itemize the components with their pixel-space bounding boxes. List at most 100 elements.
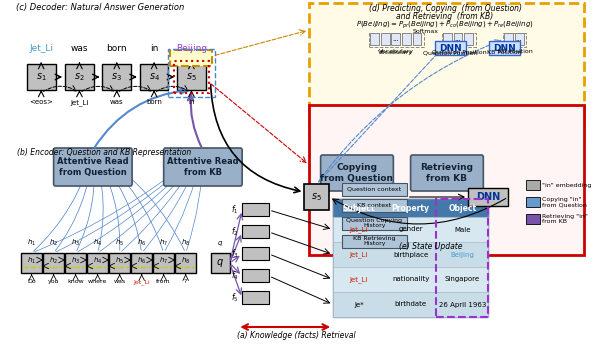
Text: $q$: $q$	[217, 239, 223, 248]
Text: DNN: DNN	[476, 192, 500, 202]
Text: birthplace: birthplace	[393, 252, 428, 257]
Text: where: where	[88, 279, 107, 284]
FancyBboxPatch shape	[489, 41, 520, 55]
Text: Copying
from Question: Copying from Question	[320, 163, 394, 183]
Text: Attentive Read
from KB: Attentive Read from KB	[167, 157, 239, 177]
FancyBboxPatch shape	[140, 64, 169, 90]
Text: was: was	[110, 99, 124, 105]
FancyBboxPatch shape	[211, 253, 230, 273]
Text: Retrieving
from KB: Retrieving from KB	[421, 163, 473, 183]
Text: KB context: KB context	[357, 203, 391, 207]
FancyBboxPatch shape	[242, 225, 269, 238]
Text: know: know	[67, 279, 84, 284]
Text: was: was	[71, 44, 88, 53]
Text: $h_2$: $h_2$	[49, 238, 58, 248]
Text: from: from	[157, 279, 171, 284]
Text: Jet_Li: Jet_Li	[350, 226, 368, 233]
Text: Jet_Li: Jet_Li	[29, 44, 53, 53]
Text: Softmax: Softmax	[413, 29, 439, 34]
FancyBboxPatch shape	[370, 33, 379, 45]
FancyBboxPatch shape	[341, 235, 407, 247]
Text: born: born	[106, 44, 127, 53]
FancyBboxPatch shape	[65, 64, 94, 90]
FancyBboxPatch shape	[526, 214, 540, 224]
FancyBboxPatch shape	[436, 41, 466, 55]
Text: Beijing: Beijing	[176, 44, 207, 53]
Text: $h_1$: $h_1$	[27, 238, 36, 248]
Text: Subject: Subject	[343, 204, 375, 213]
FancyBboxPatch shape	[131, 253, 152, 273]
FancyBboxPatch shape	[333, 199, 488, 317]
Text: Jet_Li: Jet_Li	[133, 279, 150, 285]
Text: gender: gender	[398, 227, 423, 233]
FancyBboxPatch shape	[341, 183, 407, 196]
Text: was: was	[113, 279, 126, 284]
Text: (a) Knowledge (facts) Retrieval: (a) Knowledge (facts) Retrieval	[238, 331, 356, 340]
FancyBboxPatch shape	[341, 198, 407, 211]
FancyBboxPatch shape	[177, 64, 206, 90]
Text: Property: Property	[392, 204, 430, 213]
Text: $h_4$: $h_4$	[93, 238, 102, 248]
Text: ...: ...	[515, 36, 522, 42]
Text: Question context: Question context	[347, 187, 401, 191]
Text: born: born	[146, 99, 162, 105]
Text: birthdate: birthdate	[395, 302, 427, 307]
FancyBboxPatch shape	[333, 199, 488, 217]
Text: Do: Do	[27, 279, 36, 284]
FancyBboxPatch shape	[391, 33, 400, 45]
Text: ...: ...	[392, 36, 398, 42]
FancyBboxPatch shape	[304, 184, 329, 210]
Text: Vocabulary: Vocabulary	[379, 49, 414, 54]
Text: you: you	[48, 279, 59, 284]
FancyBboxPatch shape	[402, 33, 410, 45]
Text: $q$: $q$	[216, 257, 224, 269]
Text: $s_5$: $s_5$	[311, 191, 322, 203]
Text: (c) Decoder: Natural Answer Generation: (c) Decoder: Natural Answer Generation	[16, 3, 185, 12]
Text: (e) State Update: (e) State Update	[399, 242, 463, 251]
FancyBboxPatch shape	[153, 253, 174, 273]
FancyBboxPatch shape	[454, 33, 462, 45]
Text: Vocabulary: Vocabulary	[378, 50, 413, 55]
Text: KB Position: KB Position	[487, 50, 522, 55]
Text: $f_4$: $f_4$	[230, 270, 238, 282]
Text: Object: Object	[448, 204, 476, 213]
FancyBboxPatch shape	[27, 64, 56, 90]
Text: $s_1$: $s_1$	[36, 71, 47, 83]
Text: KB Retrieving
History: KB Retrieving History	[353, 236, 395, 246]
Text: $s_4$: $s_4$	[149, 71, 160, 83]
Text: $h_6$: $h_6$	[137, 256, 146, 266]
Text: (d) Predicting, Copying  (from Question): (d) Predicting, Copying (from Question)	[368, 4, 521, 13]
Text: $h_8$: $h_8$	[181, 238, 190, 248]
FancyBboxPatch shape	[242, 203, 269, 216]
Text: $P(Beijing)=P_{pr}(Beijing)+P_{co}(Beijing)+P_{re}(Beijing)$: $P(Beijing)=P_{pr}(Beijing)+P_{co}(Beiji…	[356, 20, 534, 31]
Text: $h_8$: $h_8$	[181, 256, 190, 266]
Text: and Retrieving  (from KB): and Retrieving (from KB)	[397, 12, 494, 21]
Text: KB Position: KB Position	[497, 49, 532, 54]
FancyBboxPatch shape	[170, 50, 212, 66]
Text: nationality: nationality	[392, 276, 429, 283]
FancyBboxPatch shape	[320, 155, 394, 191]
FancyBboxPatch shape	[65, 253, 86, 273]
Text: 26 April 1963: 26 April 1963	[439, 302, 486, 307]
Text: $h_7$: $h_7$	[159, 238, 168, 248]
Text: $s_2$: $s_2$	[74, 71, 85, 83]
FancyBboxPatch shape	[333, 217, 488, 242]
Text: Male: Male	[454, 227, 470, 233]
Text: Question Position: Question Position	[431, 49, 486, 54]
Text: $h_4$: $h_4$	[93, 256, 102, 266]
Text: $h_5$: $h_5$	[115, 256, 124, 266]
FancyBboxPatch shape	[515, 33, 524, 45]
Text: Retrieving "in"
from KB: Retrieving "in" from KB	[542, 214, 587, 224]
Text: Question Copying
History: Question Copying History	[346, 218, 402, 228]
FancyBboxPatch shape	[381, 33, 389, 45]
FancyBboxPatch shape	[87, 253, 108, 273]
FancyBboxPatch shape	[164, 148, 242, 186]
Text: $h_7$: $h_7$	[159, 256, 168, 266]
Text: $h_3$: $h_3$	[71, 238, 80, 248]
FancyBboxPatch shape	[53, 148, 132, 186]
FancyBboxPatch shape	[333, 242, 488, 267]
FancyBboxPatch shape	[333, 292, 488, 317]
FancyBboxPatch shape	[309, 105, 584, 255]
Text: Jet_Li: Jet_Li	[350, 251, 368, 258]
FancyBboxPatch shape	[21, 253, 42, 273]
